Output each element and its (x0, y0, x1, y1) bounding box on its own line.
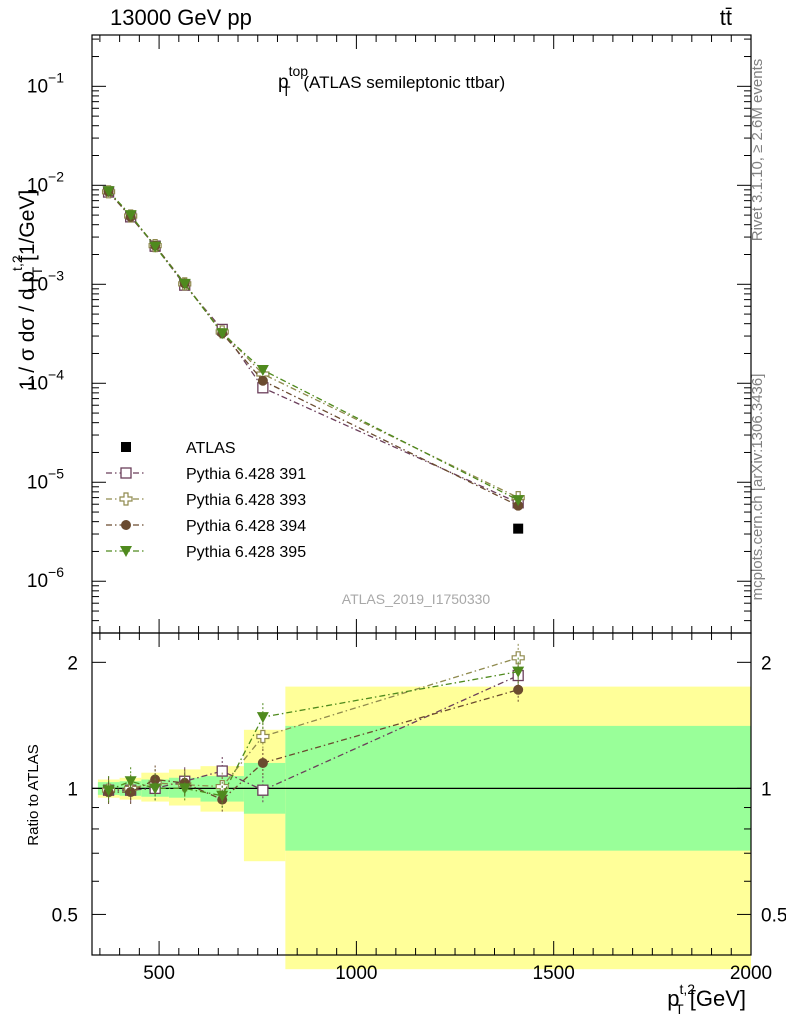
ratio-point (178, 783, 191, 795)
legend-label: Pythia 6.428 391 (186, 466, 306, 483)
data-point (512, 495, 525, 507)
ratio-point (216, 790, 229, 802)
ratio-y-tick-label-right: 2 (761, 653, 772, 674)
ratio-point (257, 757, 268, 768)
ratio-point (216, 765, 228, 777)
series-line-1 (108, 191, 519, 504)
x-axis-label: pt,2 T [GeV] (667, 981, 746, 1017)
axes: 10−6 10−5 10−4 10−3 10−2 10−1 500 1000 1500 2000 0… (27, 34, 786, 984)
analysis-id: ATLAS_2019_I1750330 (342, 591, 491, 607)
ratio-point (512, 666, 525, 678)
ratio-point (256, 712, 269, 724)
ratio-panel-series (101, 643, 525, 814)
ratio-point (102, 785, 115, 797)
main-y-tick-label: 10−1 (27, 69, 64, 97)
main-y-tick-label: 10−6 (27, 564, 64, 592)
x-tick-label: 500 (143, 963, 175, 984)
beam-label: 13000 GeV pp (110, 5, 252, 30)
x-tick-label: 2000 (730, 963, 772, 984)
ratio-y-tick-label: 0.5 (52, 905, 78, 926)
ratio-point (257, 784, 269, 796)
ratio-y-tick-label-right: 1 (761, 779, 772, 800)
legend-marker (121, 442, 131, 452)
main-y-tick-label: 10−4 (27, 366, 64, 394)
rivet-version-label: Rivet 3.1.10, ≥ 2.6M events (749, 59, 766, 242)
data-point (102, 186, 115, 198)
x-tick-label: 1000 (335, 963, 377, 984)
legend: ATLAS Pythia 6.428 391 Pythia 6.428 393 Pyt… (106, 440, 306, 561)
data-point (149, 241, 162, 253)
ratio-point (124, 776, 137, 788)
ratio-y-tick-label-right: 0.5 (761, 905, 786, 926)
data-point (178, 278, 191, 290)
series-line-2 (108, 191, 519, 499)
legend-label: Pythia 6.428 393 (186, 492, 306, 509)
legend-marker (120, 546, 132, 557)
ratio-y-tick-label: 1 (67, 779, 78, 800)
mcplots-credit-label: mcplots.cern.ch [arXiv:1306.3436] (749, 374, 766, 601)
legend-label: ATLAS (186, 440, 236, 457)
main-y-tick-label: 10−3 (27, 267, 64, 295)
data-point (124, 210, 137, 222)
ratio-uncertainty-bands (97, 686, 751, 970)
ratio-point (256, 729, 270, 744)
ratio-point (513, 684, 524, 695)
x-tick-label: 1500 (533, 963, 575, 984)
series-line-3 (108, 191, 519, 507)
data-point (513, 523, 524, 534)
data-point (256, 365, 269, 377)
main-y-tick-label: 10−2 (27, 168, 64, 196)
legend-label: Pythia 6.428 395 (186, 544, 306, 561)
data-point (216, 328, 229, 340)
legend-marker (119, 492, 133, 506)
ratio-point (149, 783, 162, 795)
ratio-y-tick-label: 2 (67, 653, 78, 674)
ratio-frame (91, 632, 752, 956)
data-point (257, 375, 268, 386)
legend-label: Pythia 6.428 394 (186, 518, 306, 535)
ratio-y-axis-label: Ratio to ATLAS (25, 744, 42, 845)
legend-marker (121, 520, 131, 530)
main-title: ptop T (ATLAS semileptonic ttbar) (278, 63, 505, 99)
main-panel-series (101, 185, 525, 534)
process-label: tt̄ (720, 5, 732, 30)
series-line-4 (108, 190, 519, 501)
main-y-tick-label: 10−5 (27, 465, 64, 493)
legend-marker (120, 467, 132, 479)
main-y-axis-label: 1 / σ dσ / d pt,2T [1/GeV] (9, 190, 45, 391)
